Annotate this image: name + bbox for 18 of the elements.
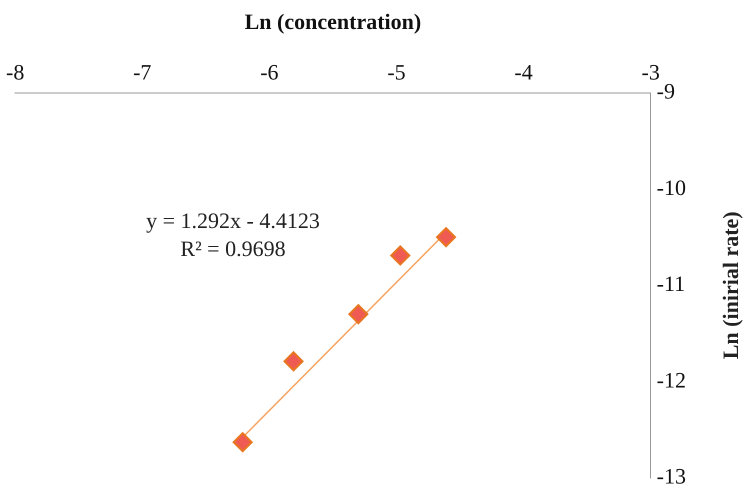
x-axis-title: Ln (concentration) <box>244 8 422 34</box>
point <box>348 304 368 324</box>
y-tick-label: -10 <box>656 174 686 200</box>
annotation: y = 1.292x - 4.4123 <box>146 208 320 233</box>
x-tick-label: -5 <box>387 59 406 84</box>
y-axis-title: Ln (inirial rate) <box>718 211 743 360</box>
x-tick-label: -8 <box>6 59 24 84</box>
point <box>436 227 456 248</box>
point <box>284 351 304 372</box>
x-tick-label: -6 <box>260 59 279 84</box>
y-tick-label: -11 <box>656 271 686 296</box>
x-tick-label: -4 <box>514 59 533 84</box>
y-tick-label: -12 <box>656 367 686 392</box>
point <box>390 245 410 266</box>
point <box>232 432 253 452</box>
x-tick-label: -7 <box>133 59 152 84</box>
annotation: R² = 0.9698 <box>180 236 286 261</box>
y-tick-label: -13 <box>656 464 686 489</box>
